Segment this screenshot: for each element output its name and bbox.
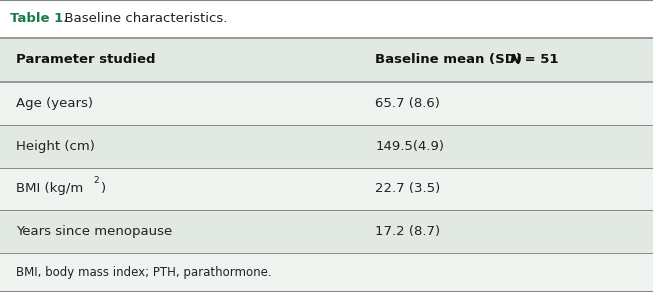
Text: Parameter studied: Parameter studied (16, 53, 156, 66)
Bar (0, 168, 653, 210)
Text: Height (cm): Height (cm) (16, 140, 95, 153)
Text: BMI (kg/m: BMI (kg/m (16, 182, 84, 195)
Text: 17.2 (8.7): 17.2 (8.7) (375, 225, 441, 238)
Text: Baseline characteristics.: Baseline characteristics. (56, 12, 227, 25)
Bar (0, 0, 653, 37)
Text: Table 1.: Table 1. (10, 12, 68, 25)
Text: BMI, body mass index; PTH, parathormone.: BMI, body mass index; PTH, parathormone. (16, 266, 272, 279)
Bar (0, 37, 653, 82)
Text: Baseline mean (SD): Baseline mean (SD) (375, 53, 525, 66)
Bar (0, 253, 653, 292)
Text: N: N (509, 53, 520, 66)
Text: Years since menopause: Years since menopause (16, 225, 172, 238)
Text: = 51: = 51 (520, 53, 559, 66)
Bar (0, 210, 653, 253)
Text: 22.7 (3.5): 22.7 (3.5) (375, 182, 441, 195)
Text: 149.5(4.9): 149.5(4.9) (375, 140, 445, 153)
Text: ): ) (101, 182, 106, 195)
Text: 2: 2 (93, 176, 99, 185)
Bar (0, 82, 653, 125)
Text: 65.7 (8.6): 65.7 (8.6) (375, 97, 440, 110)
Bar (0, 125, 653, 168)
Text: Age (years): Age (years) (16, 97, 93, 110)
